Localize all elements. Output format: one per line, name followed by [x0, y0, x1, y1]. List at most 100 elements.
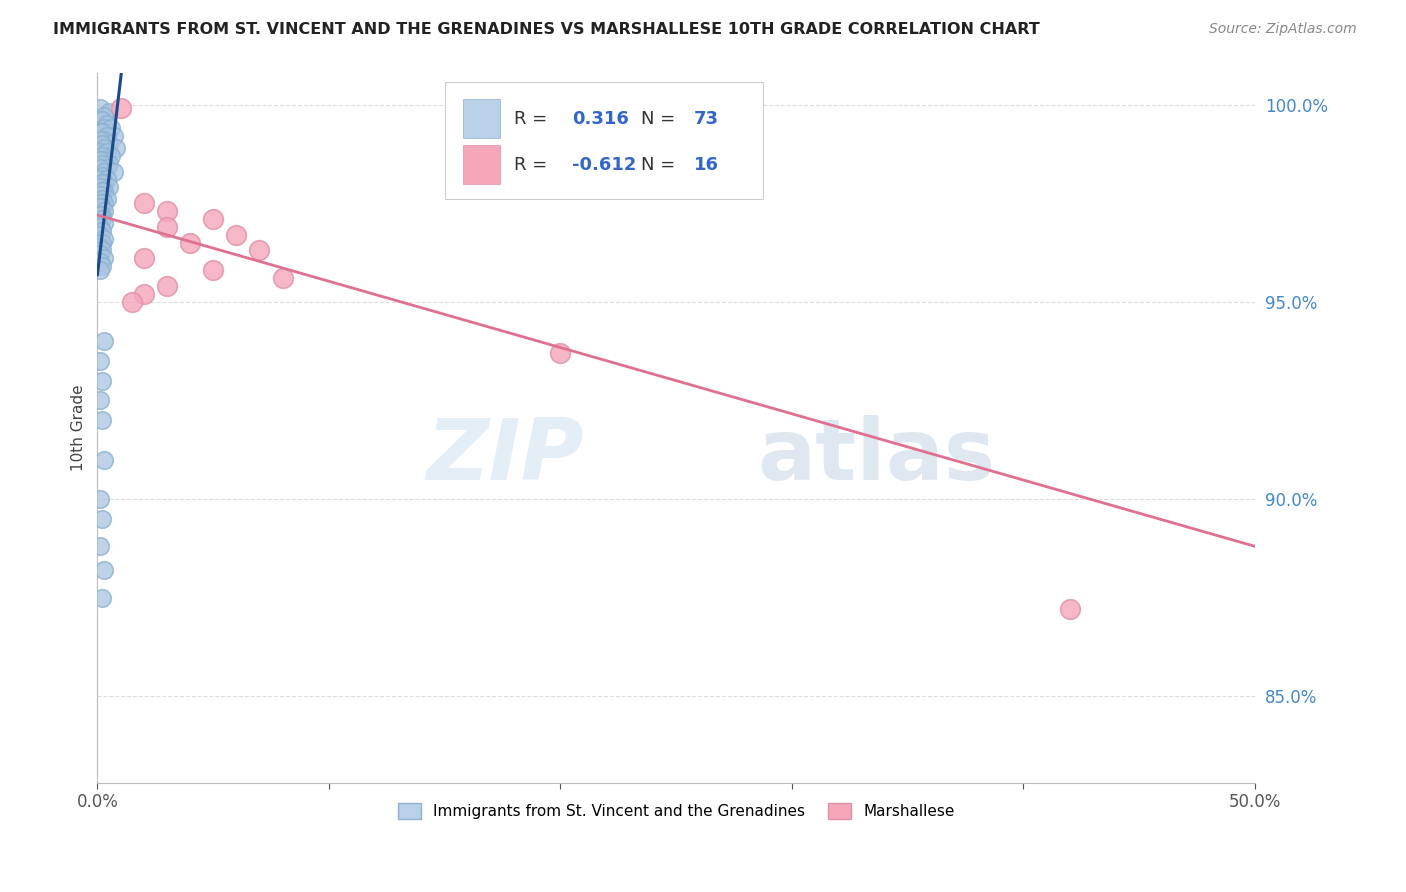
Point: [91, 113, 114, 128]
Point: [91, 260, 114, 274]
FancyBboxPatch shape: [463, 99, 501, 137]
Point: [100, 121, 122, 136]
Text: N =: N =: [641, 110, 682, 128]
Point: [93, 121, 115, 136]
Text: N =: N =: [641, 156, 682, 174]
Point: [93, 164, 115, 178]
Point: [156, 204, 179, 219]
Point: [89, 208, 111, 222]
Point: [91, 374, 114, 388]
Point: [91, 177, 114, 191]
Point: [104, 141, 127, 155]
Point: [91, 591, 114, 605]
Point: [96, 161, 118, 175]
Point: [91, 200, 114, 214]
Point: [96, 172, 118, 186]
Point: [89, 180, 111, 194]
Point: [132, 286, 155, 301]
Point: [179, 235, 201, 250]
Text: atlas: atlas: [758, 415, 995, 498]
Text: ZIP: ZIP: [426, 415, 583, 498]
Point: [89, 188, 111, 202]
Point: [91, 125, 114, 139]
Text: R =: R =: [515, 110, 553, 128]
Point: [550, 346, 572, 360]
Point: [93, 204, 115, 219]
Y-axis label: 10th Grade: 10th Grade: [72, 384, 86, 471]
Point: [100, 149, 122, 163]
Point: [91, 149, 114, 163]
Point: [93, 133, 115, 147]
Point: [93, 141, 115, 155]
Text: 73: 73: [693, 110, 718, 128]
Point: [93, 452, 115, 467]
Point: [93, 232, 115, 246]
Point: [96, 145, 118, 159]
Point: [249, 244, 271, 258]
Point: [225, 227, 247, 242]
Point: [103, 129, 125, 144]
Point: [91, 235, 114, 250]
Text: -0.612: -0.612: [572, 156, 637, 174]
Point: [110, 102, 132, 116]
Point: [93, 216, 115, 230]
Point: [96, 117, 118, 131]
Point: [156, 219, 179, 234]
Point: [97, 136, 120, 151]
Point: [91, 413, 114, 427]
Point: [89, 263, 111, 277]
Point: [97, 105, 120, 120]
Text: IMMIGRANTS FROM ST. VINCENT AND THE GRENADINES VS MARSHALLESE 10TH GRADE CORRELA: IMMIGRANTS FROM ST. VINCENT AND THE GREN…: [53, 22, 1040, 37]
Point: [93, 177, 115, 191]
Point: [91, 211, 114, 226]
Point: [89, 219, 111, 234]
Point: [89, 227, 111, 242]
Point: [93, 184, 115, 198]
Point: [91, 224, 114, 238]
Point: [89, 354, 111, 368]
Text: 16: 16: [693, 156, 718, 174]
Point: [91, 184, 114, 198]
Point: [89, 125, 111, 139]
Point: [91, 512, 114, 526]
Point: [89, 133, 111, 147]
Point: [202, 263, 225, 277]
Point: [96, 192, 118, 206]
Point: [89, 255, 111, 269]
FancyBboxPatch shape: [463, 145, 501, 184]
Point: [93, 252, 115, 266]
Point: [132, 196, 155, 211]
Text: Source: ZipAtlas.com: Source: ZipAtlas.com: [1209, 22, 1357, 37]
Point: [89, 239, 111, 253]
Point: [93, 334, 115, 349]
Point: [91, 208, 114, 222]
Point: [89, 145, 111, 159]
Text: R =: R =: [515, 156, 553, 174]
FancyBboxPatch shape: [444, 81, 763, 199]
Point: [93, 563, 115, 577]
Point: [89, 161, 111, 175]
Point: [97, 157, 120, 171]
Point: [1059, 602, 1081, 616]
Point: [91, 192, 114, 206]
Point: [89, 172, 111, 186]
Point: [89, 540, 111, 554]
Point: [91, 136, 114, 151]
Point: [97, 180, 120, 194]
Point: [91, 169, 114, 183]
Point: [89, 393, 111, 408]
Point: [89, 491, 111, 506]
Text: 0.316: 0.316: [572, 110, 628, 128]
Point: [121, 294, 143, 309]
Point: [202, 211, 225, 226]
Point: [93, 153, 115, 167]
Point: [89, 153, 111, 167]
Point: [271, 271, 294, 285]
Point: [89, 102, 111, 116]
Point: [96, 129, 118, 144]
Point: [103, 164, 125, 178]
Point: [156, 279, 179, 293]
Point: [89, 196, 111, 211]
Point: [93, 196, 115, 211]
Point: [91, 244, 114, 258]
